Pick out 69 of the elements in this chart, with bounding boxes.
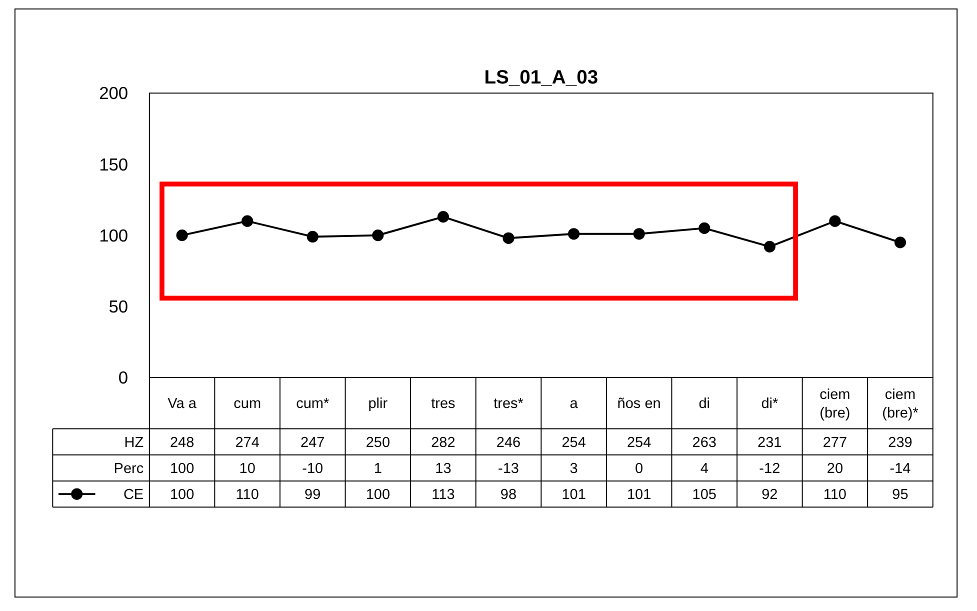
text: HZ	[124, 434, 144, 451]
x-tick-label: ños en	[617, 396, 661, 412]
text: 13	[435, 461, 452, 478]
x-tick-label: cum	[234, 396, 262, 412]
text: Perc	[114, 461, 144, 478]
x-tick-label: tres*	[494, 396, 524, 412]
text: 239	[888, 434, 912, 451]
text: 1	[374, 461, 382, 478]
x-tick-label: di*	[761, 396, 778, 412]
text: 246	[496, 434, 521, 451]
point	[242, 215, 254, 227]
text: -14	[890, 461, 911, 478]
data-label: 101	[562, 487, 586, 504]
text: 282	[431, 434, 456, 451]
text: 247	[300, 434, 325, 451]
point	[894, 236, 906, 248]
text: 231	[758, 434, 782, 451]
data-label: 113	[432, 487, 455, 504]
point	[633, 228, 645, 240]
y-tick-label: 150	[99, 154, 128, 174]
text: 3	[570, 461, 578, 478]
text: 250	[366, 434, 390, 451]
data-label: 100	[366, 487, 390, 504]
text: -13	[498, 461, 519, 478]
point	[568, 228, 580, 240]
text: 263	[692, 434, 716, 451]
data-label: 98	[500, 487, 517, 504]
point	[176, 230, 188, 242]
x-tick-label: Va a	[168, 396, 198, 412]
text: -10	[302, 461, 324, 478]
text: 274	[235, 434, 260, 451]
data-label: 92	[762, 487, 778, 504]
x-tick-label: ciem (bre)*	[882, 386, 919, 422]
x-tick-label: tres	[431, 396, 456, 412]
text: 248	[170, 434, 194, 451]
text: 4	[700, 461, 708, 478]
text: 10	[239, 461, 256, 478]
text: 254	[562, 434, 586, 451]
chart-title: LS_01_A_03	[484, 66, 598, 88]
data-label: 101	[626, 487, 652, 504]
text: 254	[626, 434, 652, 451]
x-tick-label: ciem (bre)	[820, 386, 850, 422]
point	[829, 215, 841, 227]
text: 20	[826, 461, 844, 478]
text: 0	[635, 461, 644, 478]
text: 277	[822, 434, 848, 451]
point	[437, 211, 450, 223]
point	[372, 230, 384, 242]
point	[306, 230, 318, 243]
y-tick-label: 100	[99, 225, 128, 246]
data-label: 110	[236, 487, 259, 504]
data-label: 95	[892, 487, 908, 504]
point	[698, 222, 710, 234]
y-tick-label: 200	[99, 83, 128, 104]
legend-label: CE	[123, 487, 144, 504]
y-tick-label: 0	[118, 368, 128, 388]
x-tick-label: cum*	[296, 396, 330, 412]
point	[764, 240, 776, 252]
x-tick-label: plir	[368, 396, 388, 412]
data-label: 99	[304, 487, 321, 504]
data-label: 110	[823, 487, 847, 504]
text: 100	[170, 461, 194, 478]
data-label: 105	[692, 487, 716, 504]
point	[502, 232, 514, 244]
data-label: 100	[170, 487, 194, 504]
x-tick-label: a	[570, 396, 579, 412]
x-tick-label: di	[698, 396, 710, 412]
text: -12	[759, 461, 780, 478]
y-tick-label: 50	[108, 296, 128, 316]
